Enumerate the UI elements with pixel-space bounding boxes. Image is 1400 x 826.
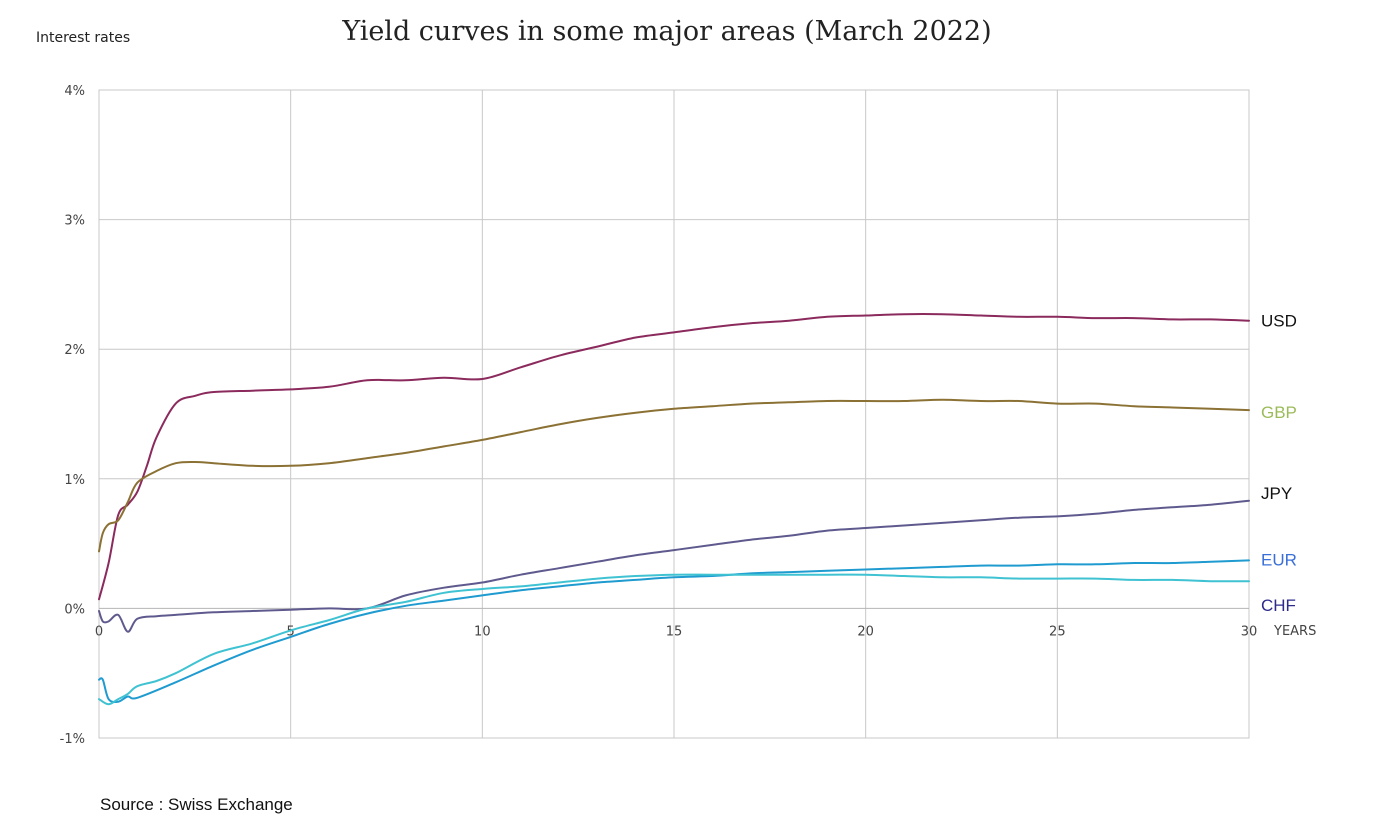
y-tick-label: 3% xyxy=(64,214,85,229)
x-tick-label: 20 xyxy=(857,624,874,639)
y-tick-label: 4% xyxy=(64,84,85,99)
series-lines xyxy=(98,313,1250,706)
y-tick-label: 2% xyxy=(64,343,85,358)
y-axis-title: Interest rates xyxy=(36,30,130,46)
series-label-eur: EUR xyxy=(1261,550,1297,569)
x-tick-label: 10 xyxy=(474,624,491,639)
series-labels: USD GBP JPY EUR CHF xyxy=(1261,312,1297,615)
x-tick-label: 30 xyxy=(1241,624,1258,639)
series-line-gbp xyxy=(98,398,1250,553)
x-axis-title: YEARS xyxy=(1273,624,1316,639)
series-line-jpy xyxy=(98,499,1250,633)
series-label-usd: USD xyxy=(1261,312,1297,331)
series-line-chf xyxy=(98,573,1250,706)
axis-ticks: 0 5 10 15 20 25 30 -1% 0% 1% 2% 3% 4% xyxy=(60,84,1258,747)
series-label-jpy: JPY xyxy=(1261,484,1292,503)
y-tick-label: 1% xyxy=(64,473,85,488)
series-label-chf: CHF xyxy=(1261,596,1296,615)
series-line-usd xyxy=(98,313,1250,601)
x-tick-label: 5 xyxy=(287,624,295,639)
chart-title: Yield curves in some major areas (March … xyxy=(341,16,991,47)
x-tick-label: 25 xyxy=(1049,624,1066,639)
series-label-gbp: GBP xyxy=(1261,403,1297,422)
y-tick-label: -1% xyxy=(60,732,85,747)
grid xyxy=(98,89,1250,739)
source-note: Source : Swiss Exchange xyxy=(100,795,293,814)
y-tick-label: 0% xyxy=(64,602,85,617)
x-tick-label: 15 xyxy=(666,624,683,639)
series-line-eur xyxy=(98,559,1250,704)
x-tick-label: 0 xyxy=(95,624,103,639)
